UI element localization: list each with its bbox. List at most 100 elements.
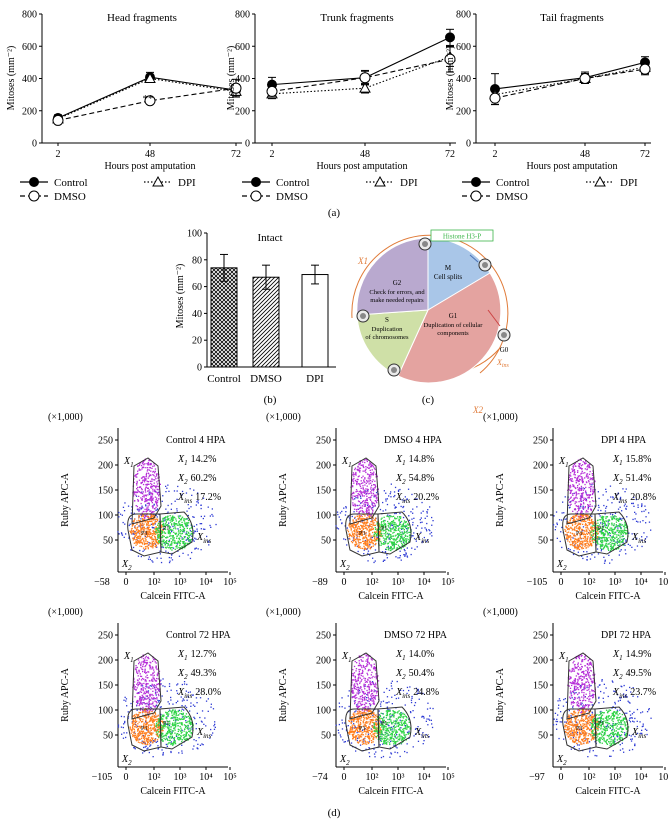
p4-events — [580, 472, 583, 474]
blue-events — [635, 498, 637, 501]
x-tick-label: 2 — [270, 149, 275, 160]
blue-events — [634, 518, 636, 520]
p3-events — [356, 543, 358, 545]
p4-events — [577, 477, 579, 479]
p1-events — [407, 528, 409, 530]
p3-events — [368, 516, 370, 518]
blue-events — [348, 538, 350, 540]
y-tick-label: 400 — [456, 74, 471, 85]
p1-events — [386, 536, 389, 538]
blue-events — [192, 748, 194, 750]
p4-events — [571, 489, 573, 491]
p4-events — [588, 494, 590, 496]
blue-events — [394, 494, 396, 497]
blue-events — [165, 550, 167, 552]
blue-events — [158, 520, 160, 523]
blue-events — [149, 493, 151, 496]
p4-events — [139, 507, 141, 509]
p1-events — [618, 523, 621, 525]
p4-events — [367, 490, 369, 493]
subscript: ins — [421, 537, 429, 545]
p4-events — [577, 471, 579, 473]
blue-events — [585, 492, 587, 494]
p4-events — [147, 490, 149, 492]
blue-events — [145, 505, 147, 507]
p3-events — [153, 515, 155, 517]
p1-events — [390, 530, 392, 533]
p3-events — [573, 515, 575, 517]
data-point-dmso — [266, 85, 278, 97]
p4-events — [152, 676, 154, 678]
p1-events — [162, 542, 164, 544]
p3-events — [352, 524, 354, 526]
p4-events — [136, 700, 138, 702]
p1-events — [604, 533, 606, 535]
blue-events — [591, 554, 593, 556]
p4-events — [589, 508, 592, 510]
p4-events — [583, 503, 585, 505]
p4-events — [592, 478, 594, 480]
p4-events — [368, 467, 370, 469]
p4-events — [574, 471, 576, 473]
p4-events — [359, 484, 361, 486]
blue-events — [389, 527, 391, 529]
p1-events — [165, 521, 167, 523]
p1-events — [158, 526, 160, 528]
blue-events — [148, 556, 150, 558]
p1-events — [170, 537, 172, 540]
p1-events — [592, 533, 595, 535]
p1-events — [605, 540, 607, 542]
p1-events — [396, 525, 398, 527]
p1-events — [611, 548, 614, 550]
p4-events — [154, 468, 157, 470]
p4-events — [142, 668, 144, 671]
p4-events — [354, 504, 356, 506]
p4-events — [585, 476, 587, 478]
blue-events — [150, 685, 153, 687]
blue-events — [379, 508, 382, 511]
p1-events — [400, 526, 402, 528]
blue-events — [177, 550, 179, 552]
p3-events — [149, 545, 152, 547]
blue-events — [201, 721, 203, 723]
p4-events — [581, 496, 583, 498]
blue-events — [133, 747, 136, 749]
blue-events — [127, 505, 130, 507]
p3-events — [153, 542, 155, 545]
p4-events — [374, 504, 376, 506]
p3-events — [372, 545, 374, 547]
p1-events — [381, 533, 383, 535]
stat-var: X — [612, 473, 620, 484]
blue-events — [637, 506, 639, 508]
p3-events — [586, 514, 588, 517]
p1-events — [380, 518, 382, 520]
p1-events — [378, 526, 380, 528]
p1-events — [375, 535, 378, 537]
p4-events — [146, 480, 148, 482]
p4-events — [140, 664, 142, 666]
p3-events — [586, 533, 589, 535]
blue-events — [193, 532, 195, 534]
p4-events — [356, 495, 358, 497]
p1-events — [179, 544, 181, 546]
p3-events — [356, 523, 358, 525]
blue-events — [187, 691, 190, 694]
p1-events — [190, 530, 193, 533]
blue-events — [411, 535, 413, 537]
p3-events — [573, 543, 576, 545]
blue-events — [193, 489, 195, 491]
p4-events — [137, 675, 139, 677]
p1-events — [391, 516, 393, 518]
p3-events — [589, 534, 591, 536]
p3-events — [591, 521, 593, 523]
p4-events — [143, 687, 145, 689]
p4-events — [156, 501, 159, 503]
p3-events — [137, 540, 139, 542]
gate-xins-label: Xins — [631, 532, 647, 545]
p4-events — [156, 688, 158, 690]
p4-events — [141, 698, 143, 701]
blue-events — [175, 702, 177, 704]
p1-events — [613, 539, 615, 541]
p1-events — [603, 520, 605, 523]
p1-events — [380, 532, 382, 534]
